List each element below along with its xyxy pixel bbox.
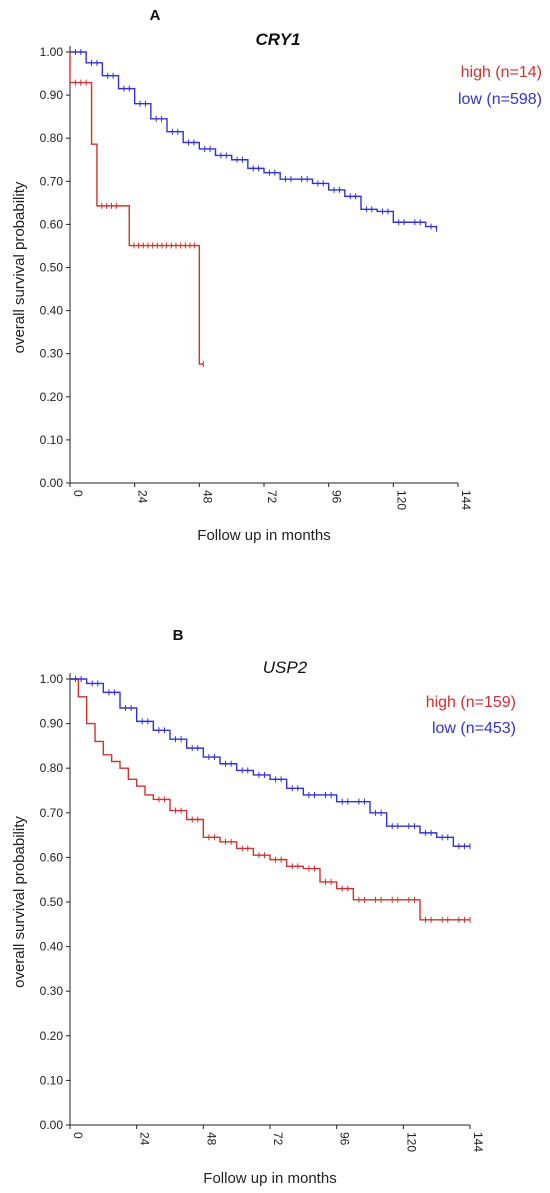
y-tick-label: 0.10 [40, 1073, 64, 1087]
y-axis-title: overall survival probability [11, 181, 28, 353]
y-tick-label: 1.00 [40, 45, 64, 59]
survival-curve-high [69, 52, 204, 365]
x-tick-label: 48 [200, 490, 214, 504]
panel-label: B [173, 627, 184, 644]
chart-panel-b: B USP2 0.00 0.10 0.20 0.30 0.40 0.50 0.60 0.70 0.8… [11, 627, 516, 1187]
panel-label: A [150, 7, 161, 24]
legend-entry-low: low (n=598) [458, 91, 542, 108]
y-tick-label: 0.70 [40, 806, 64, 820]
x-tick-label: 72 [265, 490, 279, 504]
legend-entry-high: high (n=159) [426, 694, 516, 711]
y-tick-label: 0.00 [40, 1118, 64, 1132]
x-tick-label: 0 [71, 490, 85, 497]
y-tick-label: 0.40 [40, 940, 64, 954]
y-tick-label: 1.00 [40, 672, 64, 686]
x-axis-title: Follow up in months [197, 527, 330, 544]
y-tick-label: 0.50 [40, 261, 64, 275]
x-tick-label: 96 [330, 490, 344, 504]
x-tick-label: 24 [136, 490, 150, 504]
x-tick-label: 48 [204, 1132, 218, 1146]
survival-curve-low [70, 51, 438, 229]
y-tick-label: 0.30 [40, 984, 64, 998]
y-tick-label: 0.10 [40, 433, 64, 447]
y-tick-label: 0.50 [40, 895, 64, 909]
y-tick-label: 0.60 [40, 217, 64, 231]
y-axis-title: overall survival probability [11, 816, 28, 988]
y-tick-label: 0.20 [40, 390, 64, 404]
y-tick-label: 0.90 [40, 717, 64, 731]
y-tick-label: 0.60 [40, 850, 64, 864]
x-tick-label: 0 [71, 1132, 85, 1139]
y-tick-label: 0.00 [40, 476, 64, 490]
x-tick-label: 144 [471, 1132, 485, 1152]
legend-entry-low: low (n=453) [432, 720, 516, 737]
y-tick-label: 0.90 [40, 88, 64, 102]
x-tick-label: 72 [271, 1132, 285, 1146]
y-tick-label: 0.20 [40, 1029, 64, 1043]
x-axis-title: Follow up in months [203, 1170, 336, 1187]
survival-curve-high [70, 678, 470, 921]
chart-title: CRY1 [255, 30, 300, 49]
y-tick-label: 0.80 [40, 761, 64, 775]
legend-entry-high: high (n=14) [461, 64, 542, 81]
x-tick-label: 144 [459, 490, 473, 510]
x-tick-label: 120 [394, 490, 408, 510]
x-tick-label: 120 [404, 1132, 418, 1152]
y-tick-label: 0.70 [40, 174, 64, 188]
x-tick-label: 24 [138, 1132, 152, 1146]
y-tick-label: 0.80 [40, 131, 64, 145]
y-tick-label: 0.40 [40, 304, 64, 318]
chart-title: USP2 [263, 658, 308, 677]
x-tick-label: 96 [338, 1132, 352, 1146]
y-tick-label: 0.30 [40, 347, 64, 361]
survival-curve-low [70, 678, 470, 847]
chart-panel-a: A CRY1 0.00 0.10 0.20 0.30 0.40 0.50 0.60 0.70 0.8… [11, 7, 542, 544]
